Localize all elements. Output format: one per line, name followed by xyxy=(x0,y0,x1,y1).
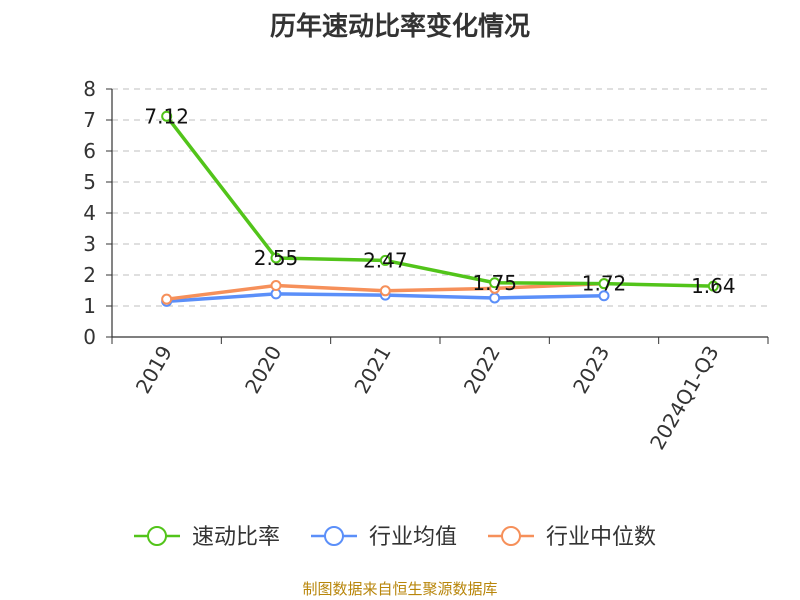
x-tick-label: 2021 xyxy=(349,342,395,398)
legend-label: 速动比率 xyxy=(192,525,280,550)
y-tick-label: 2 xyxy=(83,263,96,287)
y-tick-label: 7 xyxy=(83,108,96,132)
data-point xyxy=(598,278,610,290)
y-tick-label: 0 xyxy=(83,325,96,349)
legend-label: 行业均值 xyxy=(369,525,457,550)
data-point xyxy=(489,292,501,304)
x-tick-label: 2019 xyxy=(131,342,177,398)
legend-marker xyxy=(501,526,521,546)
data-point xyxy=(707,280,719,292)
data-point xyxy=(489,277,501,289)
y-axis-ticks: 0 1 2 3 4 5 6 7 8 xyxy=(83,77,96,349)
data-label: 1.64 xyxy=(691,274,736,298)
data-point xyxy=(379,254,391,266)
data-point xyxy=(161,110,173,122)
legend-marker xyxy=(147,526,167,546)
x-tick-label: 2022 xyxy=(459,341,505,397)
y-tick-label: 8 xyxy=(83,77,96,101)
legend-marker xyxy=(324,526,344,546)
y-tick-label: 5 xyxy=(83,170,96,194)
chart-title: 历年速动比率变化情况 xyxy=(269,12,530,42)
data-label: 2.55 xyxy=(254,246,299,270)
data-point xyxy=(161,293,173,305)
legend-label: 行业中位数 xyxy=(546,525,656,550)
series-line xyxy=(165,115,714,288)
x-axis-ticks: 2019 2020 2021 2022 2023 2024Q1-Q3 xyxy=(131,341,724,453)
series-lines xyxy=(161,110,719,307)
axes xyxy=(106,88,769,344)
x-tick-label: 2024Q1-Q3 xyxy=(645,342,724,454)
y-tick-label: 1 xyxy=(83,294,96,318)
grid-lines xyxy=(112,88,768,307)
data-point xyxy=(379,285,391,297)
y-tick-label: 4 xyxy=(83,201,96,225)
legend: 速动比率 行业均值 行业中位数 xyxy=(134,525,656,550)
data-label: 7.12 xyxy=(144,104,189,128)
data-labels: 7.12 2.55 2.47 1.75 1.72 1.64 xyxy=(144,104,735,298)
x-tick-label: 2020 xyxy=(240,342,286,398)
y-tick-label: 3 xyxy=(83,232,96,256)
data-label: 1.75 xyxy=(472,271,517,295)
x-tick-label: 2023 xyxy=(568,342,614,398)
data-label: 2.47 xyxy=(363,248,408,272)
data-label: 1.72 xyxy=(582,272,627,296)
data-point xyxy=(270,252,282,264)
y-tick-label: 6 xyxy=(83,139,96,163)
data-point xyxy=(270,280,282,292)
data-source-note: 制图数据来自恒生聚源数据库 xyxy=(302,580,498,598)
data-point xyxy=(598,290,610,302)
